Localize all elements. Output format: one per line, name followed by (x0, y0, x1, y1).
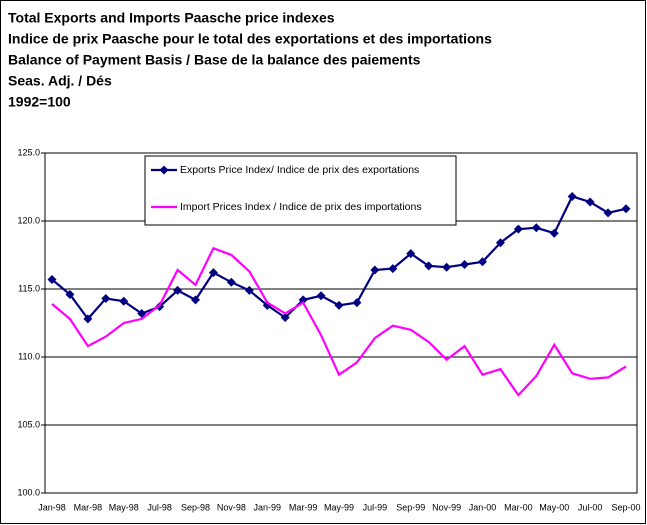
point-marker (424, 261, 434, 271)
point-marker (191, 295, 200, 305)
point-marker (119, 296, 129, 306)
point-marker (460, 260, 470, 270)
point-marker (137, 308, 147, 318)
x-tick-label: Sep-99 (396, 502, 425, 512)
point-marker (65, 289, 75, 299)
point-marker (442, 262, 452, 272)
chart-title: Total Exports and Imports Paasche price … (8, 10, 335, 26)
y-tick-label: 100.0 (17, 487, 40, 497)
point-marker (495, 238, 505, 248)
point-marker (155, 302, 165, 312)
x-tick-label: Sep-00 (611, 502, 640, 512)
x-tick-label: Jan-99 (253, 502, 281, 512)
x-tick-label: May-00 (539, 502, 569, 512)
x-tick-label: Jan-98 (38, 502, 66, 512)
x-tick-label: Jul-00 (578, 502, 603, 512)
point-marker (173, 285, 183, 295)
y-tick-label: 125.0 (17, 147, 40, 157)
chart-title: 1992=100 (8, 94, 71, 110)
point-marker (244, 285, 254, 295)
point-marker (603, 208, 613, 218)
point-marker (513, 224, 523, 234)
point-marker (406, 249, 416, 259)
point-marker (352, 298, 362, 308)
point-marker (478, 257, 487, 267)
point-marker (388, 264, 398, 274)
y-tick-label: 110.0 (18, 351, 40, 361)
x-tick-label: Mar-98 (74, 502, 103, 512)
x-tick-label: Nov-98 (217, 502, 246, 512)
x-tick-label: Mar-99 (289, 502, 318, 512)
x-tick-label: Jul-98 (147, 502, 172, 512)
y-tick-label: 115.0 (18, 283, 40, 293)
chart-title: Seas. Adj. / Dés (8, 73, 112, 89)
legend-marker (159, 165, 169, 175)
point-marker (226, 277, 236, 287)
point-marker (531, 223, 541, 233)
point-marker (316, 291, 326, 301)
chart-title: Indice de prix Paasche pour le total des… (8, 31, 492, 47)
point-marker (83, 314, 93, 324)
point-marker (585, 197, 595, 207)
legend-label: Import Prices Index / Indice de prix des… (180, 201, 422, 213)
point-marker (370, 265, 380, 275)
point-marker (101, 294, 111, 304)
x-tick-label: May-99 (324, 502, 354, 512)
chart-title: Balance of Payment Basis / Base de la ba… (8, 52, 421, 68)
point-marker (208, 268, 218, 278)
point-marker (334, 300, 344, 310)
x-tick-label: May-98 (109, 502, 139, 512)
y-tick-label: 105.0 (17, 419, 40, 429)
point-marker (567, 192, 577, 202)
y-tick-label: 120.0 (17, 215, 40, 225)
x-tick-label: Nov-99 (432, 502, 461, 512)
x-tick-label: Mar-00 (504, 502, 533, 512)
legend-box (144, 155, 457, 226)
point-marker (280, 313, 290, 323)
point-marker (621, 204, 631, 214)
series-line (51, 246, 627, 397)
point-marker (47, 274, 57, 284)
point-marker (298, 295, 308, 305)
legend-label: Exports Price Index/ Indice de prix des … (180, 164, 419, 176)
x-tick-label: Jan-00 (469, 502, 497, 512)
x-tick-label: Jul-99 (363, 502, 388, 512)
x-tick-label: Sep-98 (181, 502, 210, 512)
point-marker (549, 228, 559, 238)
